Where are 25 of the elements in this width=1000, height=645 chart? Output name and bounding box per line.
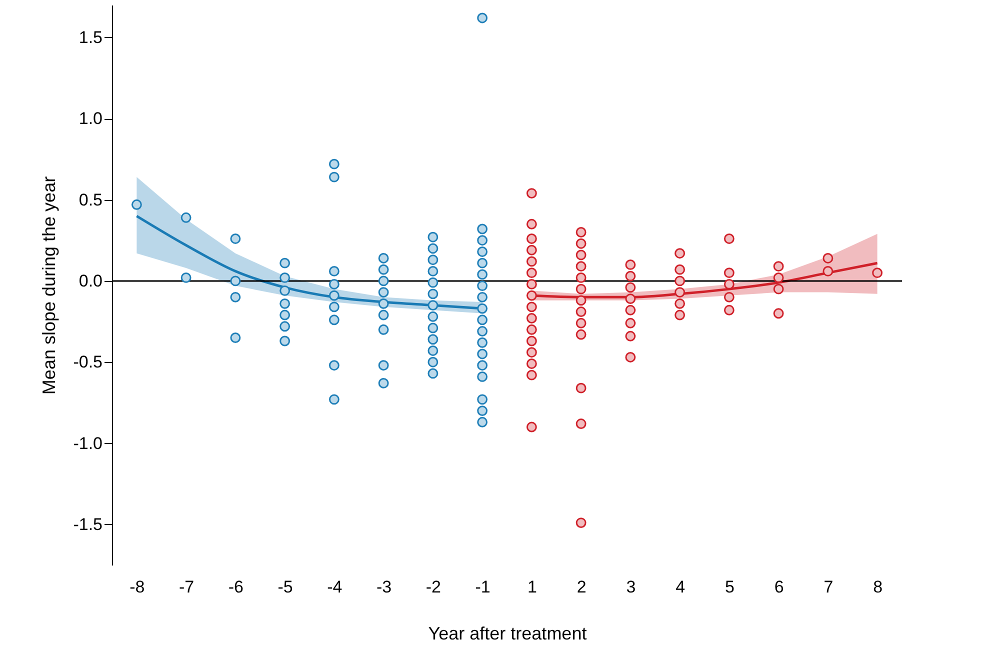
x-tick-label: -4 [327,578,342,596]
x-tick-label: 3 [626,578,636,596]
x-tick-label: -8 [130,578,145,596]
x-tick-label: -3 [376,578,392,596]
y-tick-label: 1.0 [78,109,102,128]
y-tick-label: -1.0 [73,434,102,453]
y-tick-label: 0.5 [78,190,102,210]
y-tick-label: 1.5 [78,28,102,47]
x-tick-label: -6 [228,578,244,596]
x-tick-label: 8 [873,578,883,596]
x-tick-label: -5 [278,578,293,596]
x-tick-label: 2 [576,578,586,596]
x-axis-title: Year after treatment [428,624,587,644]
y-axis-title: Mean slope during the year [39,176,60,395]
x-tick-label: 6 [774,578,784,596]
x-tick-label: 7 [824,578,834,596]
y-tick-label: -1.5 [73,514,102,534]
x-tick-label: -7 [179,578,194,596]
y-tick-label: -0.5 [73,352,102,372]
x-tick-label: 1 [527,578,537,596]
y-tick-label: 0.0 [78,271,102,290]
x-tick-label: -2 [426,578,441,596]
x-tick-label: -1 [475,578,490,596]
x-tick-label: 4 [676,578,686,596]
x-tick-label: 5 [724,578,734,596]
